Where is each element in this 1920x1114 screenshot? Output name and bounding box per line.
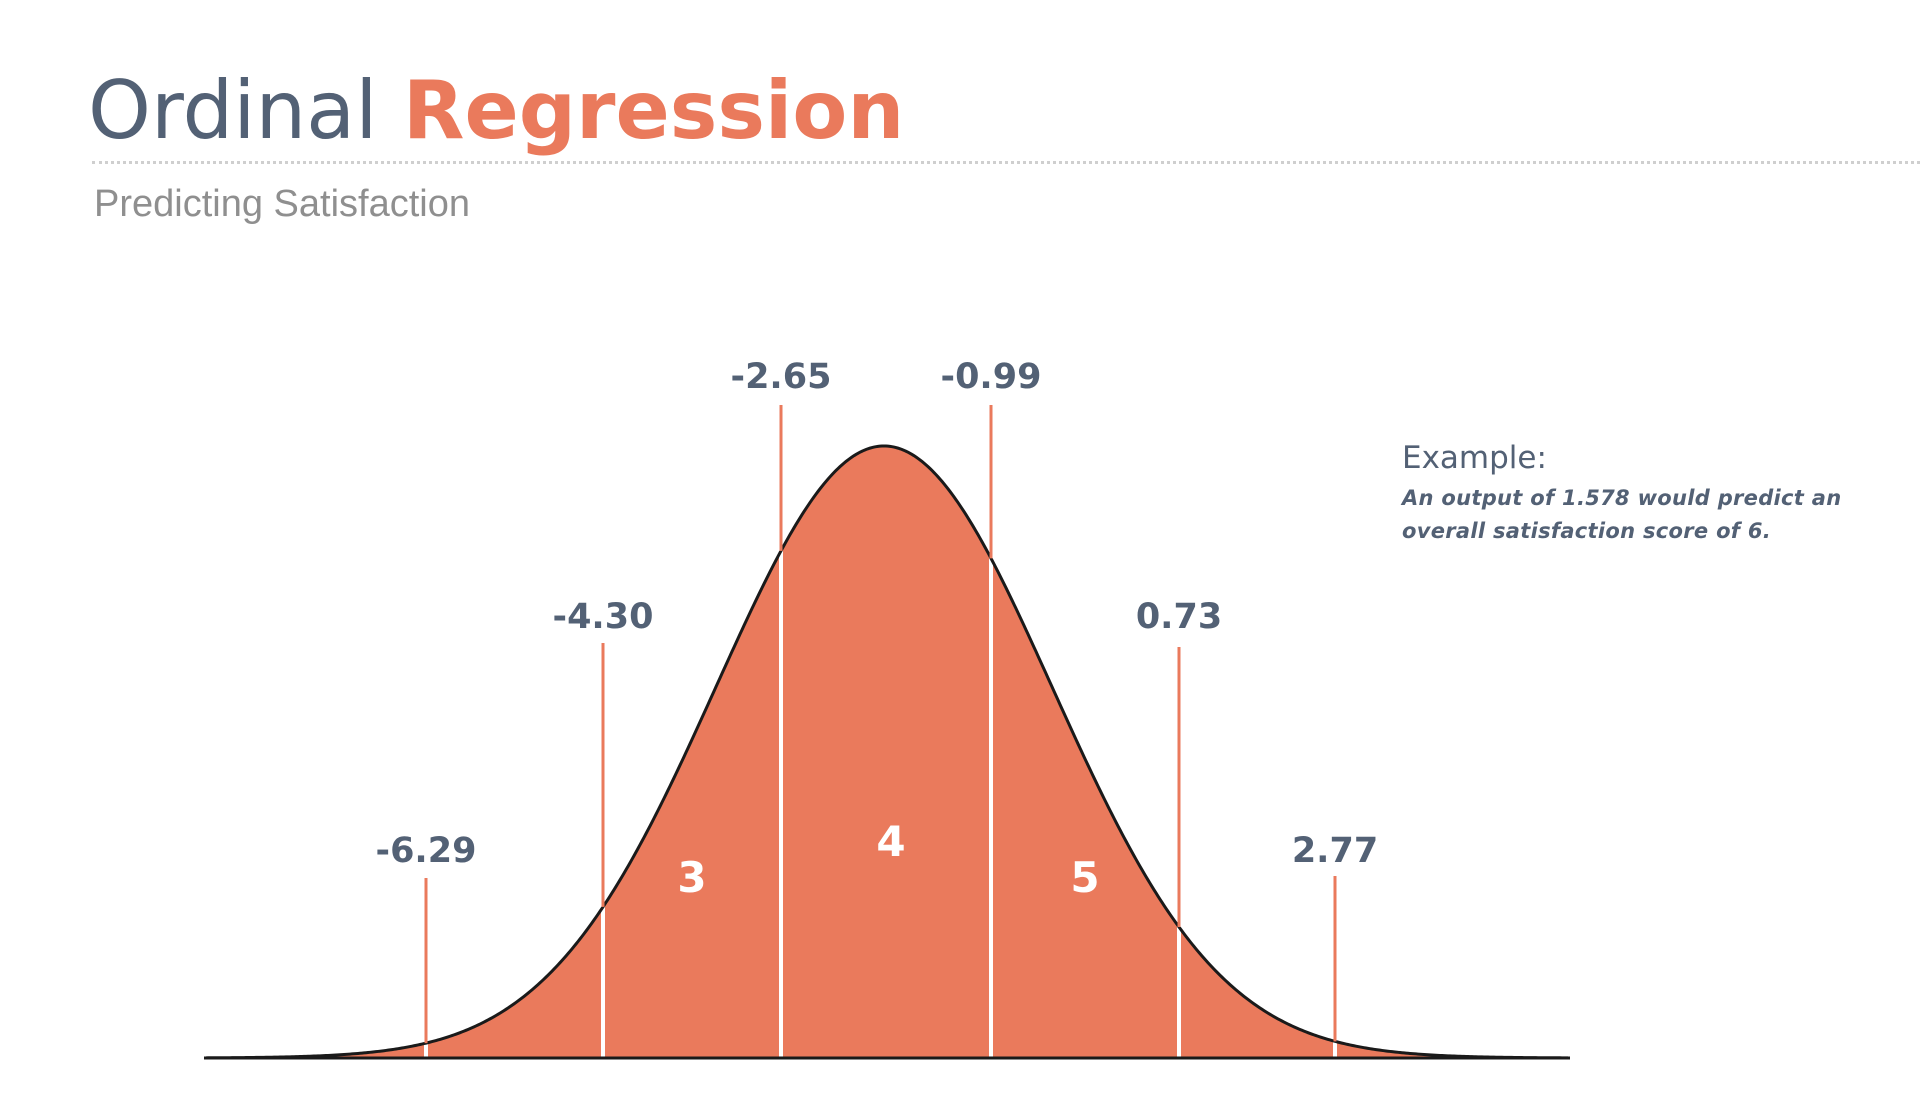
region-label: 1 <box>375 993 404 1042</box>
region-label: 4 <box>876 817 905 866</box>
curve-area-fill <box>206 446 1568 1058</box>
title-divider <box>92 161 1920 164</box>
cutpoint-labels: -6.29 -4.30 -2.65 -0.99 0.73 2.77 <box>376 357 1379 871</box>
title-word-regression: Regression <box>402 64 905 157</box>
cutpoint-label: -6.29 <box>376 831 477 871</box>
cutpoint-label: 2.77 <box>1292 831 1378 871</box>
region-label: 3 <box>677 853 706 902</box>
cutpoint-label: -0.99 <box>941 357 1042 397</box>
cutpoint-label: -4.30 <box>553 597 654 637</box>
cutpoint-markers <box>424 405 1337 1044</box>
region-label: 7 <box>1356 993 1385 1042</box>
region-label: 6 <box>1241 935 1270 984</box>
page-subtitle: Predicting Satisfaction <box>94 183 470 225</box>
density-curve <box>205 444 1569 1060</box>
page-title: Ordinal Regression <box>88 66 904 156</box>
region-label: 5 <box>1070 853 1099 902</box>
title-word-ordinal: Ordinal <box>88 64 378 157</box>
cutpoint-label: -2.65 <box>731 357 832 397</box>
region-dividers <box>424 550 1337 1057</box>
example-box: Example: An output of 1.578 would predic… <box>1402 438 1912 548</box>
region-labels: 1 2 3 4 5 6 7 <box>375 817 1385 1042</box>
example-text: An output of 1.578 would predict an over… <box>1402 486 1842 543</box>
region-label: 2 <box>500 935 529 984</box>
cutpoint-label: 0.73 <box>1136 597 1222 637</box>
example-heading: Example: <box>1402 440 1547 476</box>
